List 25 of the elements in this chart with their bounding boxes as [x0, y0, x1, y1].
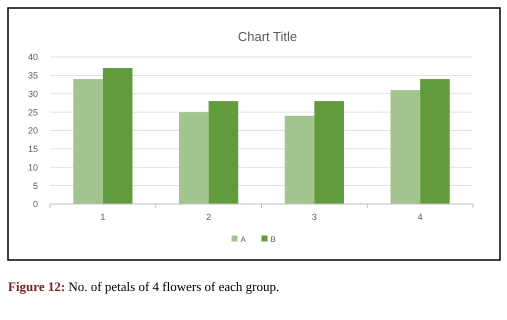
- y-tick-label: 35: [28, 70, 38, 81]
- bar: [390, 90, 420, 204]
- bar: [102, 68, 132, 204]
- y-tick-label: 10: [28, 162, 38, 172]
- chart-title: Chart Title: [238, 29, 298, 44]
- legend-label: A: [240, 234, 246, 244]
- y-tick-label: 40: [28, 52, 38, 62]
- legend-label: B: [270, 234, 276, 244]
- x-tick-label: 2: [206, 212, 212, 222]
- x-tick-label: 4: [418, 212, 423, 222]
- bar: [73, 79, 103, 204]
- caption: Figure 12: No. of petals of 4 flowers of each group.: [8, 279, 280, 294]
- x-tick-label: 3: [312, 212, 317, 222]
- bar: [179, 112, 209, 204]
- bar: [208, 101, 238, 204]
- bar: [420, 79, 450, 204]
- y-tick-label: 30: [28, 88, 38, 99]
- bar: [314, 101, 344, 204]
- y-tick-label: 25: [28, 107, 38, 118]
- y-tick-label: 0: [32, 199, 38, 210]
- y-tick-label: 15: [28, 144, 38, 154]
- x-tick-label: 1: [100, 212, 106, 222]
- y-tick-label: 20: [28, 126, 38, 136]
- bar: [284, 116, 314, 204]
- y-tick-label: 5: [32, 180, 38, 191]
